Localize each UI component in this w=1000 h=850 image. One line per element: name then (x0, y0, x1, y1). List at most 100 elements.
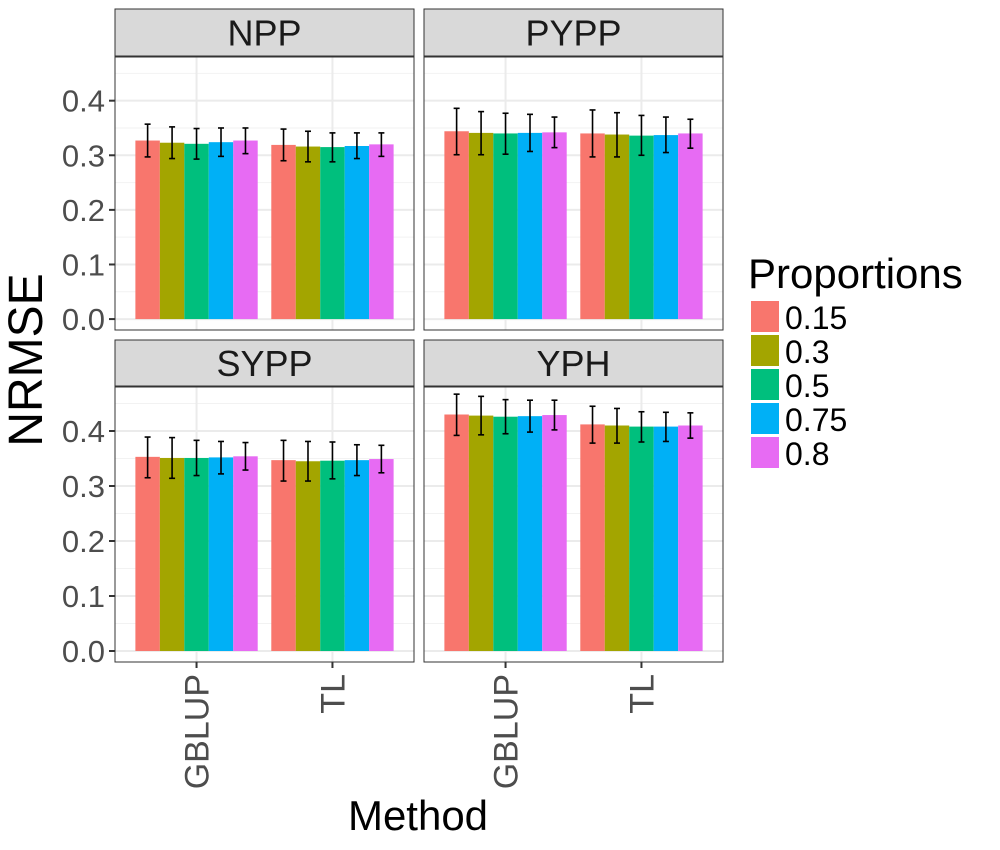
bar (653, 426, 679, 651)
error-bar (280, 439, 287, 482)
error-bar (378, 132, 385, 158)
legend-swatch (751, 335, 779, 366)
y-tick-label: 0.1 (62, 579, 105, 614)
bar (208, 142, 234, 320)
bar (493, 133, 518, 320)
bar (271, 144, 296, 320)
bar (604, 425, 630, 651)
bar (493, 416, 518, 651)
legend-label: 0.15 (785, 300, 847, 336)
bar (468, 132, 494, 320)
bar (468, 415, 494, 651)
error-bar (242, 441, 249, 471)
error-bar (613, 407, 620, 444)
bar (542, 415, 567, 651)
error-bar (662, 116, 669, 154)
bar (444, 131, 469, 320)
bar (184, 143, 209, 320)
y-axis: 0.0 0.1 0.2 0.3 0.4 0.0 0.1 0.2 0.3 0.4 (62, 84, 115, 669)
bar (517, 416, 543, 651)
legend-label: 0.75 (785, 402, 847, 438)
error-bar (378, 444, 385, 474)
facet-title: PYPP (525, 13, 621, 54)
y-tick-label: 0.2 (62, 524, 105, 559)
legend-items: 0.150.30.50.750.8 (751, 300, 847, 472)
y-tick-label: 0.2 (62, 193, 105, 228)
legend-label: 0.3 (785, 334, 829, 370)
error-bar (638, 410, 645, 443)
error-bar (527, 399, 534, 433)
bar (233, 456, 258, 651)
y-tick-label: 0.4 (62, 414, 105, 449)
error-bar (589, 405, 596, 444)
bar (184, 457, 209, 651)
bar (344, 145, 370, 320)
bar (320, 460, 345, 651)
error-bar (453, 393, 460, 437)
bar (208, 457, 234, 651)
bar (135, 140, 160, 320)
facet-strip (114, 8, 415, 57)
error-bar (304, 130, 311, 163)
error-bar (502, 398, 509, 435)
error-bar (304, 440, 311, 482)
error-bar (687, 412, 694, 439)
bar (135, 456, 160, 651)
x-tick-label: GBLUP (179, 674, 217, 789)
facet-panels: NPP PYPP SYPP YPH (114, 8, 724, 663)
bar (517, 132, 543, 320)
error-bar (687, 118, 694, 149)
error-bar (144, 436, 151, 479)
y-tick-label: 0.4 (62, 84, 105, 119)
x-tick-label: GBLUP (488, 674, 526, 789)
bar (159, 457, 185, 651)
bar (344, 460, 370, 651)
x-tick-label: TL (623, 674, 661, 714)
bar (271, 460, 296, 651)
error-bar (353, 443, 360, 477)
y-axis-label: NRMSE (0, 273, 53, 446)
facet-strip (114, 339, 415, 387)
error-bar (329, 132, 336, 163)
legend: Proportions 0.150.30.50.750.8 (748, 250, 963, 472)
legend-swatch (751, 403, 779, 434)
panel-border (114, 386, 415, 663)
facet-title: YPH (536, 343, 610, 384)
error-bar (193, 439, 200, 477)
legend-swatch (751, 301, 779, 332)
x-axis-label: Method (348, 792, 488, 839)
legend-title: Proportions (748, 250, 963, 297)
bar (233, 140, 258, 320)
error-bar (638, 114, 645, 157)
error-bar (478, 395, 485, 436)
error-bar (144, 123, 151, 158)
facet-title: SYPP (216, 343, 312, 384)
legend-label: 0.5 (785, 368, 829, 404)
error-bar (169, 126, 176, 160)
error-bar (218, 127, 225, 158)
error-bar (353, 132, 360, 160)
bar (295, 146, 321, 320)
facet-panel: PYPP (423, 8, 724, 331)
error-bar (169, 436, 176, 480)
legend-label: 0.8 (785, 436, 829, 472)
facet-title: NPP (227, 13, 301, 54)
y-tick-label: 0.0 (62, 634, 105, 669)
error-bar (242, 127, 249, 155)
bar (295, 461, 321, 651)
error-bar (329, 441, 336, 480)
error-bar (478, 110, 485, 156)
error-bar (589, 109, 596, 158)
error-bar (453, 107, 460, 156)
y-tick-label: 0.3 (62, 469, 105, 504)
bar (542, 132, 567, 320)
y-tick-label: 0.1 (62, 247, 105, 282)
error-bar (527, 113, 534, 153)
facet-strip (423, 8, 724, 57)
y-tick-label: 0.0 (62, 302, 105, 337)
error-bar (551, 116, 558, 149)
error-bar (218, 440, 225, 475)
bar (604, 134, 630, 320)
bar (444, 414, 469, 651)
